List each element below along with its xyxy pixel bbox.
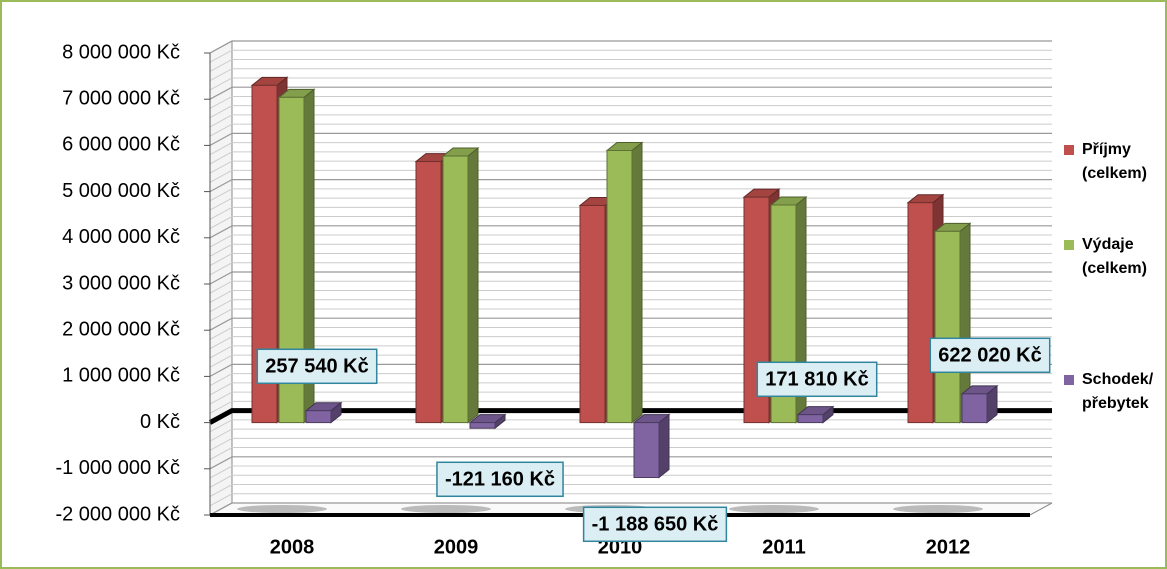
minor-grid-line [209, 428, 1052, 442]
y-tick-label: -1 000 000 Kč [55, 457, 180, 479]
bar [305, 410, 332, 424]
bar-side [631, 141, 643, 424]
bar [579, 204, 606, 424]
minor-grid-line [209, 160, 1052, 174]
bar [633, 422, 660, 479]
data-label-box [929, 337, 1051, 374]
minor-grid-line [209, 437, 1052, 451]
legend-label: Výdaje (celkem) [1082, 236, 1147, 277]
data-label: 622 020 Kč [938, 344, 1041, 366]
minor-grid-line [209, 58, 1052, 72]
legend-swatch [1064, 375, 1074, 385]
data-label-box [256, 348, 378, 385]
bar [442, 155, 469, 424]
minor-grid-line [209, 68, 1052, 82]
legend-swatch [1064, 240, 1074, 250]
bar [415, 161, 442, 424]
y-tick-label: 7 000 000 Kč [62, 87, 180, 109]
bar-group [304, 401, 343, 424]
grid-line [209, 179, 1052, 193]
floor-shadow [893, 505, 983, 513]
minor-grid-line [209, 484, 1052, 497]
bar [606, 149, 633, 424]
floor-shadow [401, 505, 491, 513]
minor-grid-line [209, 465, 1052, 479]
bar [934, 230, 961, 424]
minor-grid-line [209, 114, 1052, 128]
legend-label: Schodek/přebytek [1082, 371, 1154, 412]
grid-line [209, 456, 1052, 470]
y-tick-label: 5 000 000 Kč [62, 180, 180, 202]
bar [797, 414, 824, 424]
bar-side [467, 146, 479, 424]
y-tick-label: 3 000 000 Kč [62, 272, 180, 294]
floor-shadow [729, 505, 819, 513]
legend-swatch [1064, 145, 1074, 155]
y-tick-label: 2 000 000 Kč [62, 318, 180, 340]
minor-grid-line [209, 49, 1052, 63]
grid-line [209, 86, 1052, 100]
data-label: 257 540 Kč [265, 355, 368, 377]
minor-grid-line [209, 474, 1052, 488]
y-tick-label: -2 000 000 Kč [55, 503, 180, 525]
data-label-box [756, 361, 878, 398]
grid-line [209, 40, 1052, 54]
bar [961, 393, 988, 424]
minor-grid-line [209, 77, 1052, 91]
bar-group [632, 413, 671, 479]
bar-group [441, 146, 480, 424]
data-label-box [436, 461, 564, 498]
data-label: -1 188 650 Kč [592, 513, 719, 535]
minor-grid-line [209, 142, 1052, 156]
data-label: -121 160 Kč [445, 468, 555, 490]
x-tick-label: 2008 [270, 536, 315, 558]
bar-group [605, 141, 644, 424]
minor-grid-line [209, 447, 1052, 460]
y-tick-label: 8 000 000 Kč [62, 41, 180, 63]
grid-line [209, 132, 1052, 146]
bar-group [960, 384, 999, 424]
data-label: 171 810 Kč [765, 368, 868, 390]
bar-side [658, 413, 670, 479]
floor-shadow [237, 505, 327, 513]
y-tick-label: 1 000 000 Kč [62, 365, 180, 387]
minor-grid-line [209, 169, 1052, 183]
data-label-box [582, 506, 728, 543]
minor-grid-line [209, 151, 1052, 165]
grid-line [209, 502, 1052, 516]
minor-grid-line [209, 95, 1052, 109]
x-tick-label: 2012 [926, 536, 971, 558]
x-tick-label: 2009 [434, 536, 479, 558]
minor-grid-line [209, 105, 1052, 119]
minor-grid-line [209, 493, 1052, 507]
bar [907, 202, 934, 424]
minor-grid-line [209, 123, 1052, 137]
y-tick-label: 4 000 000 Kč [62, 226, 180, 248]
bar-group [468, 413, 507, 430]
y-tick-label: 6 000 000 Kč [62, 134, 180, 156]
x-tick-label: 2011 [762, 536, 805, 558]
y-tick-label: 0 Kč [140, 411, 180, 433]
bar [469, 422, 496, 429]
bar-group [796, 405, 835, 424]
legend-label: Příjmy (celkem) [1082, 141, 1147, 182]
